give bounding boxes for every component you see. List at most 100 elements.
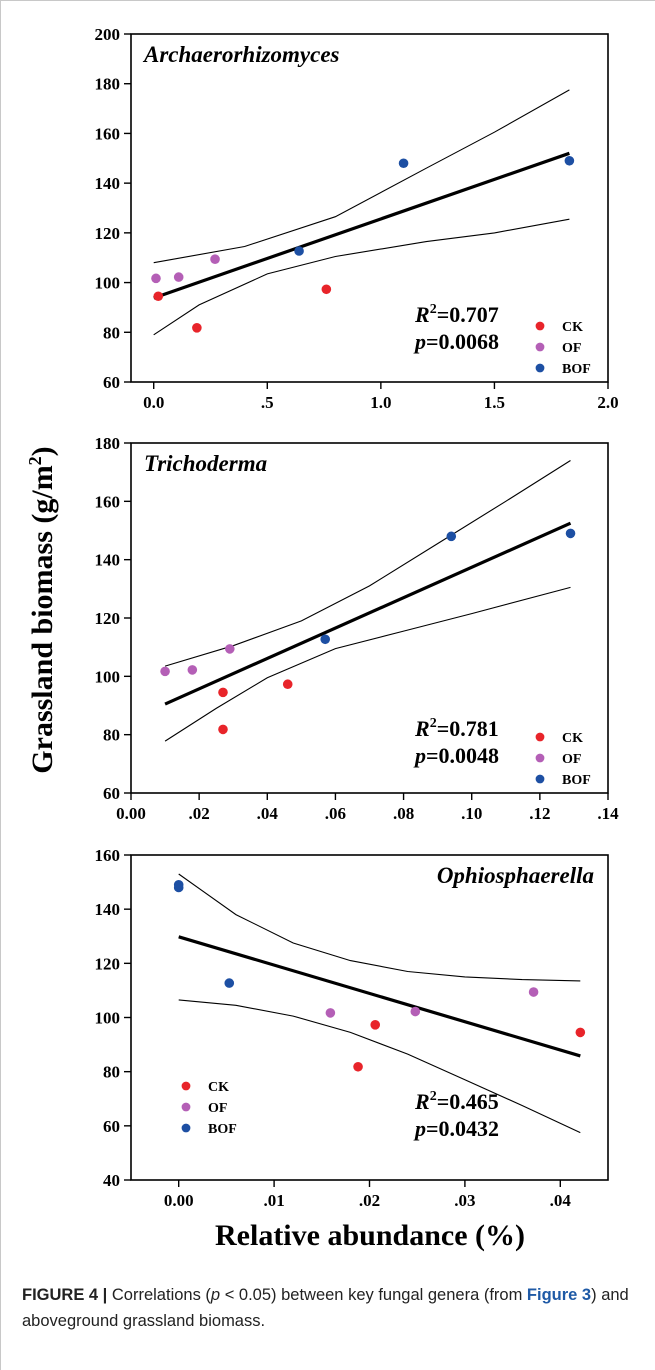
x-tick-label: 0.00	[116, 804, 146, 823]
y-tick-label: 60	[103, 1117, 120, 1136]
legend-label-ck: CK	[562, 320, 583, 335]
figure-caption: FIGURE 4 | Correlations (p < 0.05) betwe…	[22, 1282, 632, 1334]
legend-marker-ck	[535, 321, 545, 331]
x-tick-label: 1.0	[370, 393, 391, 412]
data-point-of	[151, 273, 161, 284]
y-tick-label: 120	[95, 609, 121, 628]
x-tick-label: .06	[325, 804, 346, 823]
legend-label-of: OF	[562, 752, 581, 767]
legend-label-of: OF	[562, 341, 581, 356]
data-point-ck	[370, 1020, 381, 1030]
x-axis-title: Relative abundance (%)	[215, 1219, 525, 1252]
plot-frame	[130, 442, 609, 794]
data-point-ck	[353, 1061, 363, 1072]
caption-figure-ref[interactable]: Figure 3	[526, 1286, 592, 1304]
data-point-bof	[320, 634, 331, 645]
x-tick-label: .10	[461, 804, 482, 823]
legend: CK OF BOF	[535, 731, 591, 788]
data-point-of	[210, 254, 220, 265]
data-point-ck	[192, 323, 202, 333]
legend-label-bof: BOF	[562, 362, 591, 377]
legend-marker-of	[535, 753, 545, 763]
x-tick-label: .08	[393, 804, 414, 823]
data-point-bof	[224, 978, 235, 988]
legend-label-ck: CK	[208, 1080, 229, 1095]
data-point-ck	[218, 724, 228, 735]
legend-label-of: OF	[208, 1101, 227, 1116]
y-tick-label: 40	[103, 1171, 120, 1190]
legend-marker-bof	[535, 363, 545, 373]
figure-svg: Grassland biomass (g/m2) Relative abunda…	[25, 25, 620, 1252]
data-point-bof	[565, 528, 576, 539]
confidence-band-lower	[153, 218, 570, 336]
data-point-of	[173, 272, 184, 282]
y-tick-label: 100	[95, 667, 121, 686]
y-tick-label: 160	[95, 492, 121, 511]
data-point-bof	[173, 879, 184, 890]
x-tick-label: .14	[597, 804, 619, 823]
y-tick-label: 80	[103, 726, 120, 745]
legend-marker-ck	[535, 732, 545, 742]
caption-text-2: < 0.05) between key fungal genera (from	[220, 1286, 527, 1304]
x-tick-label: .03	[454, 1191, 475, 1210]
legend: CK OF BOF	[535, 320, 591, 377]
data-point-ck	[321, 284, 332, 295]
chart-panel-3: 40 60 80 100 120 140 160 0.00 .01 .02 .03 .04 Ophios…	[95, 846, 609, 1210]
y-tick-label: 180	[95, 75, 121, 94]
chart-panel-2: 60 80 100 120 140 160 180 0.00 .02 .04 .06 .08 .10 .1…	[95, 434, 620, 823]
r-squared-label: R2=0.781	[414, 716, 499, 741]
y-tick-label: 160	[95, 124, 121, 143]
data-point-ck	[218, 687, 228, 698]
y-axis-title: Grassland biomass (g/m2)	[25, 446, 59, 773]
y-tick-label: 200	[95, 25, 121, 44]
legend-marker-bof	[535, 774, 545, 784]
x-tick-label: 0.0	[143, 393, 164, 412]
data-point-bof	[564, 155, 575, 166]
y-tick-label: 80	[103, 323, 120, 342]
data-point-bof	[398, 158, 409, 169]
legend-marker-bof	[181, 1123, 191, 1133]
data-point-bof	[446, 531, 457, 542]
data-point-of	[528, 987, 539, 997]
x-tick-label: 1.5	[484, 393, 505, 412]
y-tick-label: 60	[103, 784, 120, 803]
plot-frame	[130, 33, 609, 383]
x-tick-label: .04	[550, 1191, 572, 1210]
y-tick-label: 60	[103, 373, 120, 392]
x-tick-label: .02	[189, 804, 210, 823]
legend-marker-of	[181, 1102, 191, 1112]
y-tick-label: 100	[95, 274, 121, 293]
data-point-ck	[282, 679, 293, 690]
y-tick-label: 100	[95, 1009, 121, 1028]
y-tick-label: 120	[95, 224, 121, 243]
regression-line	[153, 151, 570, 300]
legend-marker-ck	[181, 1081, 191, 1091]
y-tick-label: 140	[95, 174, 121, 193]
y-tick-label: 160	[95, 846, 121, 865]
chart-panel-1: 60 80 100 120 140 160 180 200 0.0 .5 1.0 1.5 2.0 Arch…	[95, 25, 619, 412]
x-tick-label: .12	[529, 804, 550, 823]
legend-marker-of	[535, 342, 545, 352]
confidence-band-lower	[178, 999, 581, 1134]
x-axis-label: Relative abundance (%)	[215, 1219, 525, 1252]
legend-label-bof: BOF	[208, 1122, 237, 1137]
caption-text-1: Correlations (	[107, 1286, 211, 1304]
x-tick-label: .5	[261, 393, 274, 412]
y-tick-label: 120	[95, 954, 121, 973]
caption-label: FIGURE 4 |	[22, 1286, 108, 1304]
legend-label-bof: BOF	[562, 773, 591, 788]
caption-p: p	[210, 1286, 221, 1304]
regression-line	[178, 935, 581, 1058]
confidence-band-upper	[164, 460, 571, 667]
p-value-label: p=0.0048	[413, 743, 499, 768]
r-squared-label: R2=0.465	[414, 1089, 499, 1114]
panel-title: Ophiosphaerella	[437, 863, 594, 888]
legend: CK OF BOF	[181, 1080, 237, 1137]
data-point-bof	[294, 246, 304, 256]
y-axis-label: Grassland biomass (g/m2)	[25, 446, 59, 773]
legend-label-ck: CK	[562, 731, 583, 746]
y-tick-label: 180	[95, 434, 121, 453]
panel-title: Trichoderma	[144, 451, 267, 476]
x-tick-label: .01	[263, 1191, 284, 1210]
y-tick-label: 140	[95, 900, 121, 919]
